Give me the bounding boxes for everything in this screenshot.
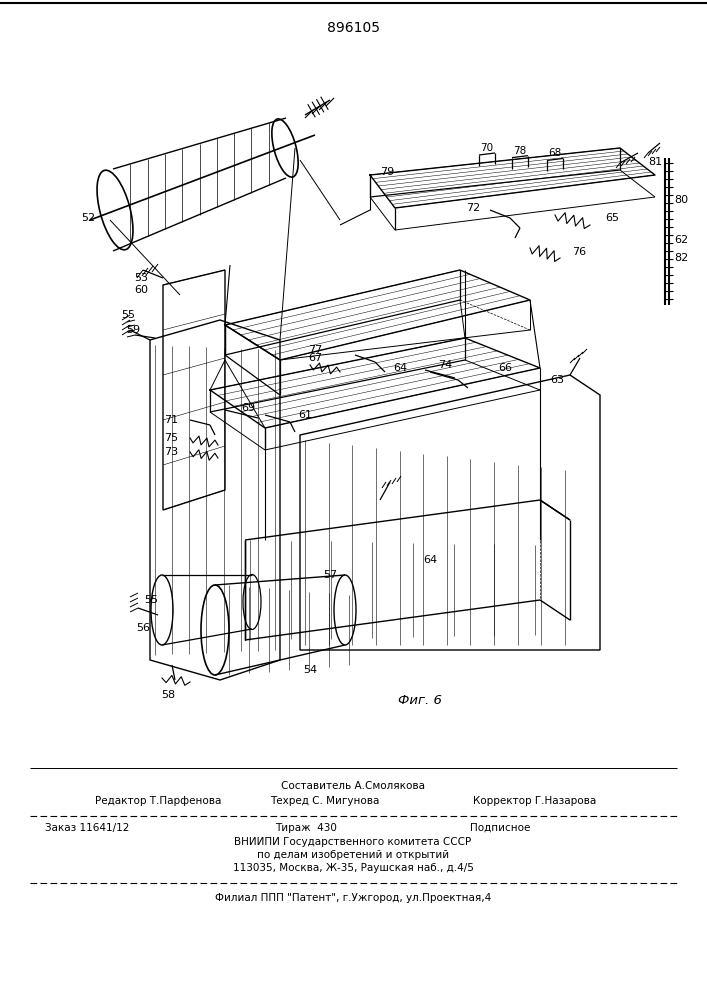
Text: Филиал ППП "Патент", г.Ужгород, ул.Проектная,4: Филиал ППП "Патент", г.Ужгород, ул.Проек… — [215, 893, 491, 903]
Text: 82: 82 — [674, 253, 688, 263]
Text: Тираж  430: Тираж 430 — [275, 823, 337, 833]
Text: 77: 77 — [308, 345, 322, 355]
Text: 61: 61 — [298, 410, 312, 420]
Text: 63: 63 — [550, 375, 564, 385]
Text: Фиг. 6: Фиг. 6 — [398, 694, 442, 706]
Text: 78: 78 — [513, 146, 527, 156]
Text: Редактор Т.Парфенова: Редактор Т.Парфенова — [95, 796, 221, 806]
Text: Подписное: Подписное — [470, 823, 530, 833]
Text: 57: 57 — [323, 570, 337, 580]
Text: 53: 53 — [134, 273, 148, 283]
Text: Техред С. Мигунова: Техред С. Мигунова — [270, 796, 380, 806]
Text: 896105: 896105 — [327, 21, 380, 35]
Text: 67: 67 — [308, 353, 322, 363]
Text: 60: 60 — [134, 285, 148, 295]
Text: 58: 58 — [161, 690, 175, 700]
Text: Заказ 11641/12: Заказ 11641/12 — [45, 823, 129, 833]
Text: 81: 81 — [648, 157, 662, 167]
Text: 65: 65 — [605, 213, 619, 223]
Text: 54: 54 — [303, 665, 317, 675]
Text: Корректор Г.Назарова: Корректор Г.Назарова — [473, 796, 596, 806]
Text: 55: 55 — [144, 595, 158, 605]
Text: ВНИИПИ Государственного комитета СССР: ВНИИПИ Государственного комитета СССР — [235, 837, 472, 847]
Text: 74: 74 — [438, 360, 452, 370]
Text: 75: 75 — [164, 433, 178, 443]
Text: 70: 70 — [481, 143, 493, 153]
Text: по делам изобретений и открытий: по делам изобретений и открытий — [257, 850, 449, 860]
Text: 80: 80 — [674, 195, 688, 205]
Text: 68: 68 — [549, 148, 561, 158]
Text: 69: 69 — [241, 403, 255, 413]
Text: Составитель А.Смолякова: Составитель А.Смолякова — [281, 781, 425, 791]
Text: 59: 59 — [126, 325, 140, 335]
Text: 52: 52 — [81, 213, 95, 223]
Text: 71: 71 — [164, 415, 178, 425]
Text: 113035, Москва, Ж-35, Раушская наб., д.4/5: 113035, Москва, Ж-35, Раушская наб., д.4… — [233, 863, 474, 873]
Text: 64: 64 — [393, 363, 407, 373]
Text: 66: 66 — [498, 363, 512, 373]
Text: 55: 55 — [121, 310, 135, 320]
Text: 56: 56 — [136, 623, 150, 633]
Text: 79: 79 — [380, 167, 395, 177]
Text: 62: 62 — [674, 235, 688, 245]
Text: 72: 72 — [466, 203, 480, 213]
Text: 64: 64 — [423, 555, 437, 565]
Text: 76: 76 — [572, 247, 586, 257]
Text: 73: 73 — [164, 447, 178, 457]
